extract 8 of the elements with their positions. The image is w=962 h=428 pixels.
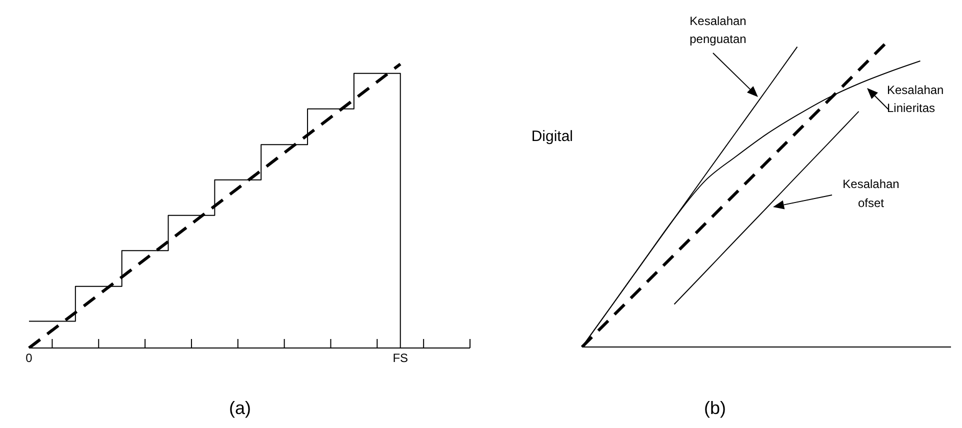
x-tick-label: 0 <box>26 351 33 365</box>
annotation: Kesalahan ofset <box>842 177 900 210</box>
annotation: Kesalahan Linieritas <box>887 83 944 115</box>
y-axis-title: Digital <box>531 128 573 145</box>
annotation: Kesalahan penguatan <box>690 14 746 46</box>
text: (b) <box>703 398 727 419</box>
text: (a) <box>228 398 252 419</box>
x-tick-label: FS <box>392 351 408 365</box>
